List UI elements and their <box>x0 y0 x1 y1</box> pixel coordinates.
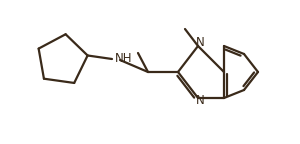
Text: N: N <box>196 36 204 50</box>
Text: NH: NH <box>115 52 133 65</box>
Text: N: N <box>196 94 204 108</box>
